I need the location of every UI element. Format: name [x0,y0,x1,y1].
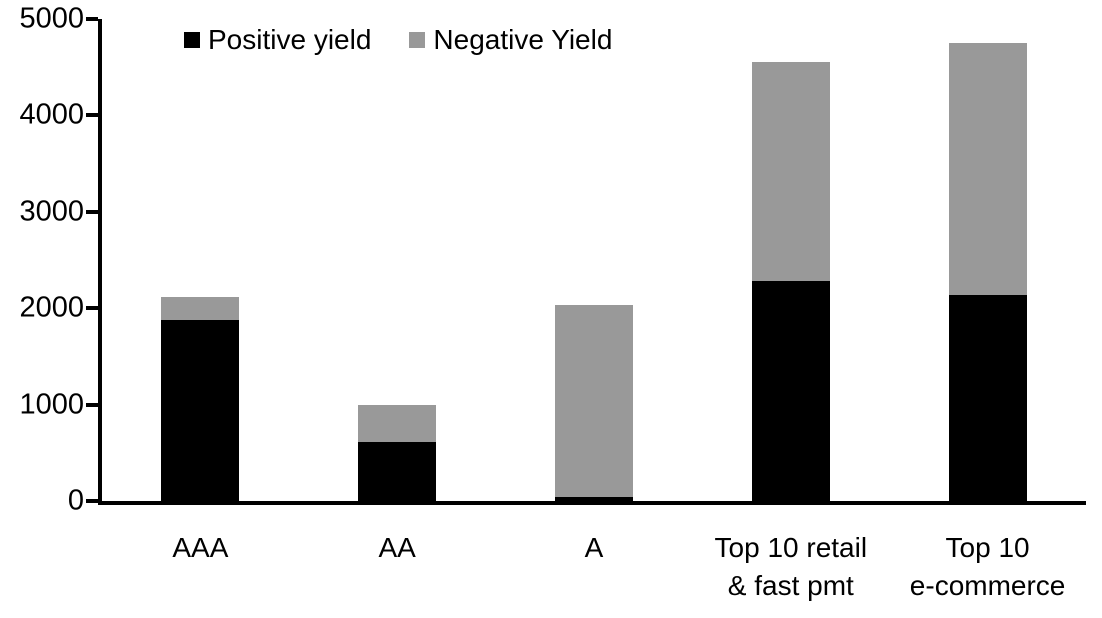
y-tick-label: 3000 [19,195,84,228]
bar-segment-positive-yield [161,319,240,501]
y-tick-mark [86,499,98,503]
bar-segment-negative-yield [161,296,240,320]
y-tick-mark [86,113,98,118]
bar-segment-negative-yield [555,305,633,498]
legend-item-positive-yield: Positive yield [184,24,371,56]
bar-segment-negative-yield [751,62,830,282]
legend-swatch-negative-yield [409,32,426,48]
y-tick-mark [86,17,98,21]
y-tick-label: 5000 [19,2,84,35]
y-tick-label: 1000 [19,388,84,421]
bar-segment-positive-yield [948,294,1027,501]
legend-label-positive-yield: Positive yield [208,24,372,55]
bar-segment-negative-yield [358,404,437,443]
x-category-label: A [584,532,604,563]
x-category-label: AA [378,532,416,563]
legend-swatch-positive-yield [184,32,200,48]
bar-segment-positive-yield [751,281,830,501]
legend-item-negative-yield: Negative Yield [409,24,612,56]
y-tick-mark [86,402,98,407]
x-category-label: AAA [172,532,229,563]
x-category-label: Top 10 e-commerce [909,532,1066,601]
y-tick-mark [86,209,98,214]
x-category-label: Top 10 retail & fast pmt [714,532,868,601]
y-tick-label: 4000 [19,98,84,131]
legend-label-negative-yield: Negative Yield [433,24,613,55]
bar-segment-positive-yield [555,497,633,501]
y-tick-label: 0 [67,484,84,517]
legend: Positive yield Negative Yield [184,24,612,56]
bar-segment-negative-yield [948,43,1027,295]
bar-segment-positive-yield [358,442,437,501]
plot-area [86,17,1086,505]
y-tick-label: 2000 [19,291,84,324]
y-tick-mark [86,306,98,311]
